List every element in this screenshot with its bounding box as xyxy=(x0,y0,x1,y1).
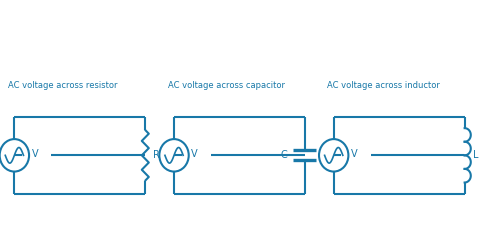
Text: V: V xyxy=(191,149,198,159)
Text: AC voltage across capacitor: AC voltage across capacitor xyxy=(168,81,285,90)
Text: Alternating Current: Alternating Current xyxy=(132,22,347,41)
Text: V: V xyxy=(351,149,357,159)
Text: AC voltage across inductor: AC voltage across inductor xyxy=(327,81,440,90)
Text: V: V xyxy=(32,149,38,159)
Text: AC voltage across resistor: AC voltage across resistor xyxy=(8,81,117,90)
Text: R: R xyxy=(153,150,160,160)
Text: L: L xyxy=(473,150,479,160)
Text: C: C xyxy=(280,150,287,160)
